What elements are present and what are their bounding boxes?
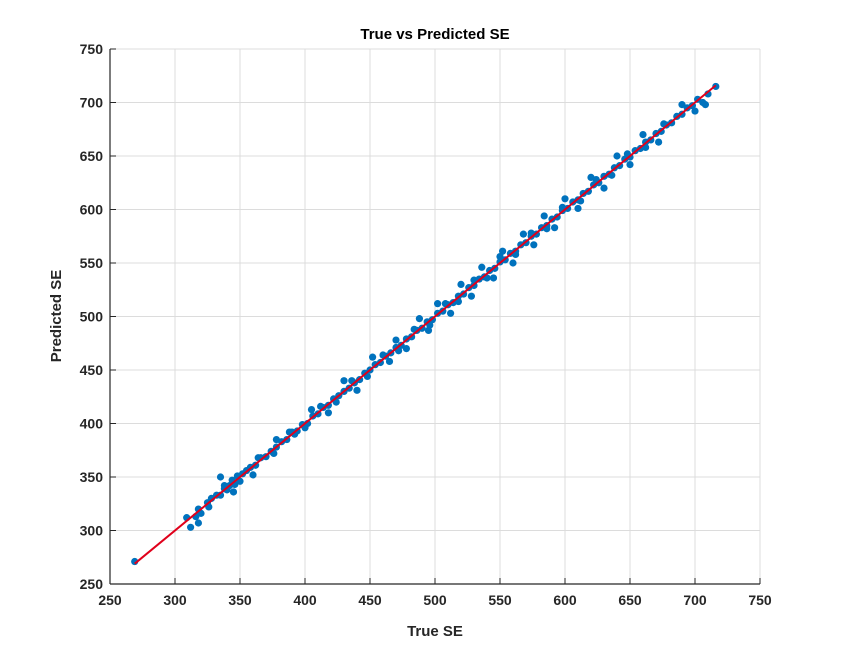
y-tick-label: 700 (80, 95, 104, 111)
y-tick-label: 400 (80, 416, 104, 432)
data-point (496, 252, 504, 261)
x-tick-label: 350 (228, 592, 252, 608)
data-point (478, 263, 486, 271)
data-point (613, 152, 621, 160)
data-point (187, 523, 195, 531)
x-tick-label: 650 (618, 592, 642, 608)
y-tick-label: 650 (80, 148, 104, 164)
data-point (561, 195, 569, 203)
x-tick-label: 450 (358, 592, 382, 608)
data-point (385, 357, 394, 366)
data-point (519, 230, 528, 238)
y-tick-label: 750 (80, 41, 104, 57)
x-tick-label: 600 (553, 592, 577, 608)
data-point (229, 488, 238, 496)
data-point (701, 101, 710, 109)
data-point (340, 377, 348, 385)
x-tick-label: 400 (293, 592, 317, 608)
fit-line (134, 84, 717, 565)
x-axis-label: True SE (407, 623, 463, 640)
data-point (540, 212, 548, 220)
y-tick-label: 350 (80, 469, 104, 485)
data-point (447, 309, 455, 317)
data-point (415, 315, 423, 323)
y-tick-label: 550 (80, 255, 104, 271)
data-point (249, 471, 257, 479)
data-point (402, 345, 410, 353)
data-point (639, 131, 647, 139)
data-point (489, 274, 498, 282)
data-point (600, 184, 608, 192)
x-tick-label: 300 (163, 592, 187, 608)
data-point (272, 435, 280, 444)
x-tick-label: 500 (423, 592, 447, 608)
data-point (655, 138, 663, 146)
data-point (434, 300, 442, 308)
x-tick-label: 250 (98, 592, 122, 608)
plot-area: 250 300 350 400 450 500 550 600 650 700 750 250 300 3… (80, 41, 772, 608)
y-axis-label: Predicted SE (48, 270, 65, 363)
data-point (324, 409, 332, 417)
data-point (691, 107, 699, 115)
y-tick-label: 500 (80, 309, 104, 325)
x-tick-label: 750 (748, 592, 772, 608)
x-tick-label: 700 (683, 592, 707, 608)
data-point (551, 224, 559, 232)
chart-title: True vs Predicted SE (360, 26, 509, 43)
data-point (499, 247, 507, 255)
data-point (353, 386, 361, 394)
data-point (678, 101, 686, 109)
y-tick-label: 300 (80, 523, 104, 539)
data-point (509, 259, 517, 267)
y-tick-label: 450 (80, 362, 104, 378)
data-point (574, 204, 582, 213)
y-tick-label: 600 (80, 202, 104, 218)
data-point (457, 280, 465, 288)
data-point (392, 336, 400, 344)
data-point (369, 353, 377, 361)
data-point (467, 292, 475, 300)
data-point (216, 473, 225, 481)
data-point (530, 241, 538, 249)
y-tick-label: 250 (80, 576, 104, 592)
data-point (194, 519, 202, 527)
data-point (626, 160, 634, 169)
data-point (307, 405, 316, 414)
x-tick-label: 550 (488, 592, 512, 608)
